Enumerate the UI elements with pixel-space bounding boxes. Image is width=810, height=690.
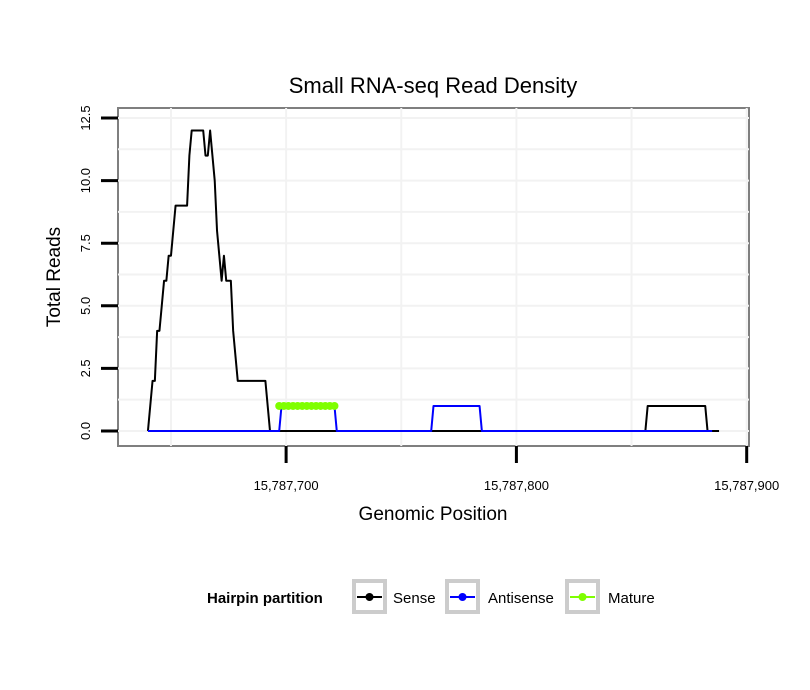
legend-label: Mature [608, 590, 655, 607]
chart-title: Small RNA-seq Read Density [289, 73, 578, 98]
legend-title: Hairpin partition [207, 590, 323, 607]
x-tick-label: 15,787,700 [254, 478, 319, 493]
legend-key-point [365, 593, 374, 601]
y-tick-label: 5.0 [78, 297, 93, 315]
axes: 15,787,700 15,787,800 15,787,900 0.0 2.5 5.0 7… [78, 105, 779, 493]
y-axis-title: Total Reads [44, 227, 65, 327]
series-point-mature [330, 401, 339, 410]
y-tick-label: 0.0 [78, 422, 93, 440]
y-tick-label: 7.5 [78, 234, 93, 252]
legend: Hairpin partition Sense Antisense Mature [207, 579, 655, 614]
data-series [146, 129, 720, 432]
y-tick-label: 10.0 [78, 168, 93, 193]
y-tick-label: 12.5 [78, 105, 93, 130]
legend-key-point [578, 593, 587, 601]
y-tick-label: 2.5 [78, 359, 93, 377]
legend-label: Sense [393, 590, 436, 607]
legend-key-point [458, 593, 467, 601]
plot-panel [117, 107, 750, 447]
legend-entries: Sense Antisense Mature [352, 579, 655, 614]
x-axis-title: Genomic Position [359, 504, 508, 525]
x-tick-label: 15,787,800 [484, 478, 549, 493]
legend-label: Antisense [488, 590, 554, 607]
x-tick-label: 15,787,900 [714, 478, 779, 493]
